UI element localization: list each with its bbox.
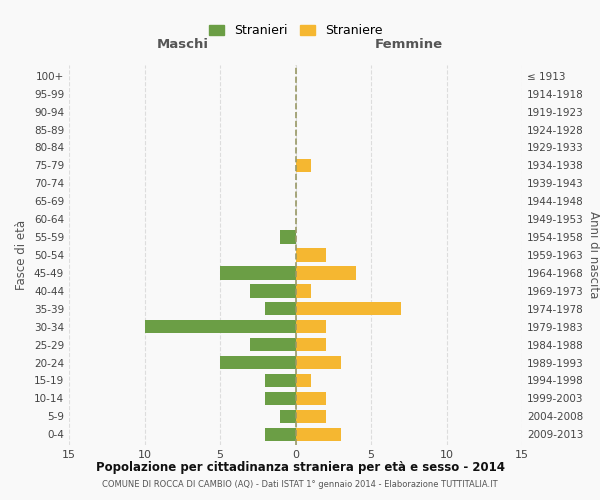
- Bar: [280, 230, 296, 244]
- Bar: [250, 284, 296, 298]
- Bar: [265, 428, 296, 441]
- Bar: [280, 410, 296, 423]
- Bar: [296, 266, 356, 280]
- Bar: [296, 284, 311, 298]
- Bar: [265, 374, 296, 387]
- Bar: [296, 248, 326, 262]
- Bar: [296, 428, 341, 441]
- Text: Maschi: Maschi: [156, 38, 208, 51]
- Y-axis label: Fasce di età: Fasce di età: [16, 220, 28, 290]
- Bar: [296, 374, 311, 387]
- Bar: [220, 356, 296, 370]
- Text: Popolazione per cittadinanza straniera per età e sesso - 2014: Popolazione per cittadinanza straniera p…: [95, 462, 505, 474]
- Text: Femmine: Femmine: [374, 38, 443, 51]
- Y-axis label: Anni di nascita: Anni di nascita: [587, 212, 600, 298]
- Bar: [296, 392, 326, 405]
- Bar: [296, 356, 341, 370]
- Bar: [296, 410, 326, 423]
- Bar: [220, 266, 296, 280]
- Legend: Stranieri, Straniere: Stranieri, Straniere: [204, 20, 387, 42]
- Bar: [145, 320, 296, 334]
- Bar: [296, 338, 326, 351]
- Bar: [265, 302, 296, 316]
- Bar: [250, 338, 296, 351]
- Bar: [296, 158, 311, 172]
- Bar: [296, 320, 326, 334]
- Bar: [296, 302, 401, 316]
- Bar: [265, 392, 296, 405]
- Text: COMUNE DI ROCCA DI CAMBIO (AQ) - Dati ISTAT 1° gennaio 2014 - Elaborazione TUTTI: COMUNE DI ROCCA DI CAMBIO (AQ) - Dati IS…: [102, 480, 498, 489]
